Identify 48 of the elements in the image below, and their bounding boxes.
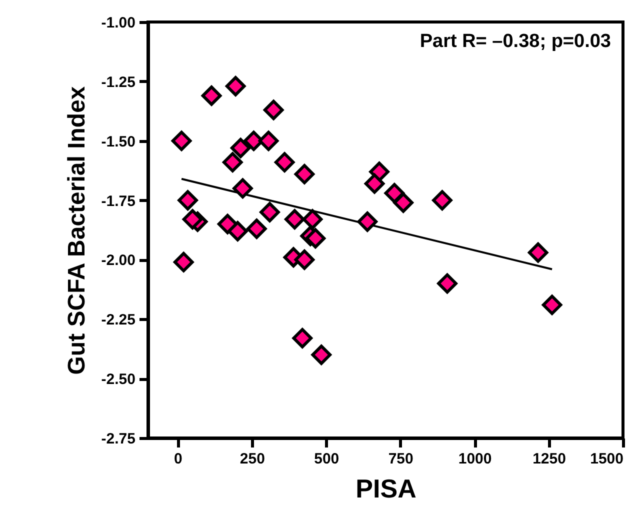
point	[222, 152, 243, 172]
y-tick-label: -1.50	[101, 133, 136, 150]
y-tick-label: -2.50	[101, 371, 136, 388]
point	[357, 212, 378, 232]
y-tick-label: -2.75	[101, 430, 136, 448]
point	[246, 218, 267, 239]
point	[528, 242, 548, 263]
point	[201, 86, 222, 106]
point	[292, 328, 313, 348]
x-tick-label: 1000	[458, 450, 492, 468]
point	[171, 130, 192, 152]
y-tick-label: -2.00	[101, 252, 136, 270]
x-tick-label: 250	[240, 450, 265, 468]
point	[302, 209, 323, 230]
x-tick-label: 1500	[590, 450, 624, 468]
y-tick-label: -1.75	[101, 192, 136, 210]
point	[173, 252, 194, 272]
point	[294, 250, 315, 270]
y-tick-label: -1.25	[101, 74, 136, 91]
point	[305, 228, 326, 248]
x-tick-label: 750	[388, 450, 414, 468]
point	[384, 182, 405, 204]
point	[225, 76, 246, 96]
y-tick-label: -1.00	[101, 14, 136, 32]
point	[437, 273, 458, 294]
point	[258, 130, 279, 152]
x-tick-label: 500	[314, 450, 340, 468]
annotation: Part R= –0.38; p=0.03	[420, 31, 611, 52]
point	[542, 294, 562, 316]
point	[178, 190, 198, 210]
x-axis-title: PISA	[356, 474, 417, 504]
point	[230, 138, 251, 158]
point	[260, 202, 280, 222]
point	[227, 221, 248, 242]
point	[294, 164, 315, 184]
point	[393, 192, 414, 213]
point	[263, 100, 284, 120]
point	[364, 173, 385, 194]
point	[311, 344, 332, 365]
x-tick-label: 1250	[532, 450, 566, 468]
point	[284, 209, 305, 230]
point	[274, 152, 295, 172]
point	[232, 178, 253, 199]
point	[182, 209, 203, 230]
y-axis-title: Gut SCFA Bacterial Index	[63, 86, 90, 375]
x-tick-label: 0	[174, 450, 182, 468]
point	[432, 190, 452, 210]
y-tick-label: -2.25	[101, 312, 136, 329]
